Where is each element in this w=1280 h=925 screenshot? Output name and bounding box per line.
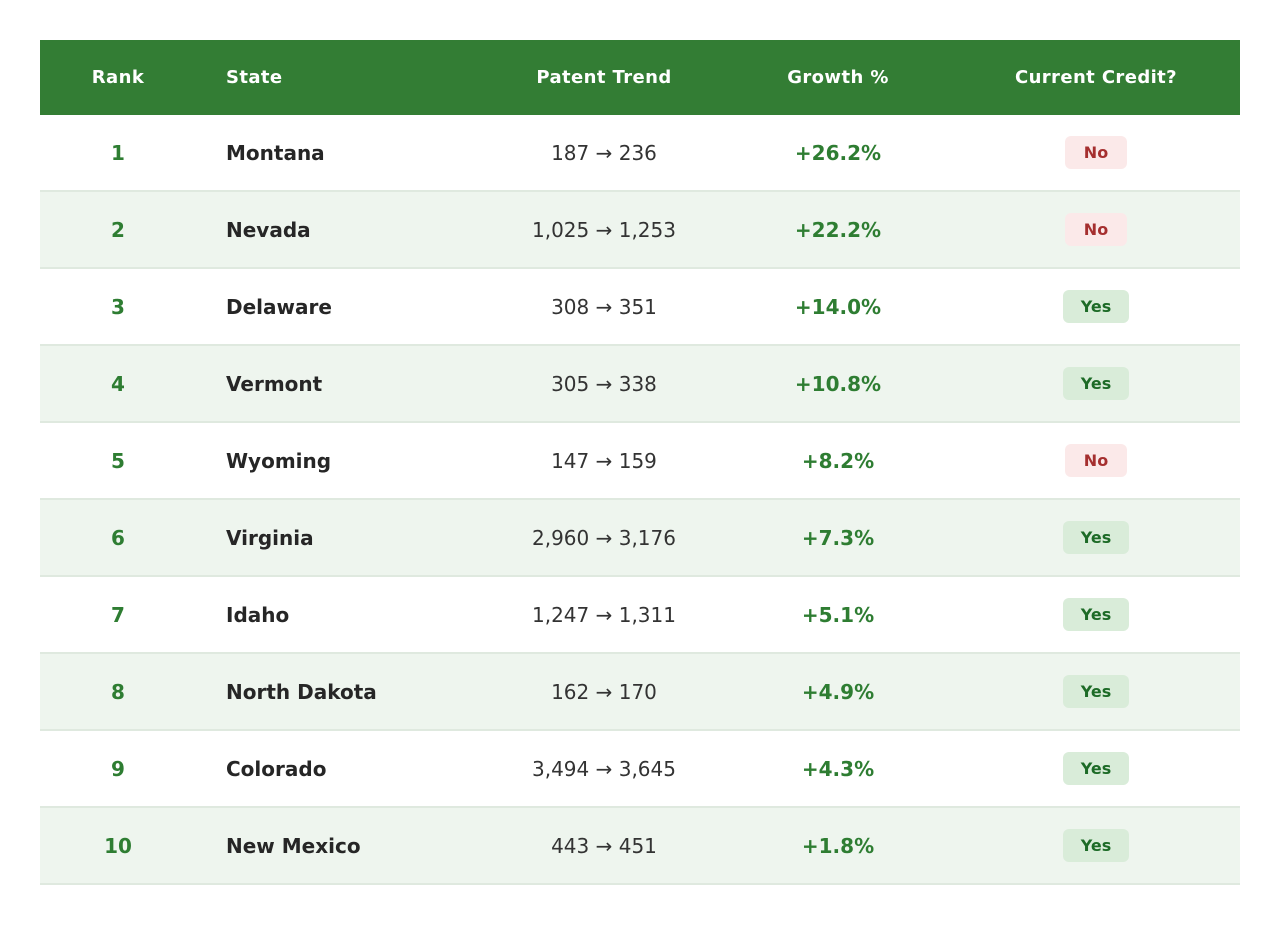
table-row: 1 Montana 187 → 236 +26.2% No xyxy=(40,115,1240,191)
table-header-row: Rank State Patent Trend Growth % Current Cre… xyxy=(40,40,1240,115)
state-cell: Montana xyxy=(226,140,325,165)
trend-cell: 308 → 351 xyxy=(551,294,657,319)
rank-cell: 5 xyxy=(111,448,125,473)
credit-cell: Yes xyxy=(952,345,1240,422)
state-cell: Vermont xyxy=(226,371,323,396)
rank-cell: 6 xyxy=(111,525,125,550)
credit-cell: No xyxy=(952,422,1240,499)
state-cell: Idaho xyxy=(226,602,290,627)
credit-cell: Yes xyxy=(952,499,1240,576)
state-cell: Colorado xyxy=(226,756,327,781)
table-row: 8 North Dakota 162 → 170 +4.9% Yes xyxy=(40,653,1240,730)
column-header-growth: Growth % xyxy=(724,40,952,115)
table-row: 9 Colorado 3,494 → 3,645 +4.3% Yes xyxy=(40,730,1240,807)
state-cell: Virginia xyxy=(226,525,314,550)
column-header-state: State xyxy=(196,40,484,115)
rank-cell: 10 xyxy=(104,833,132,858)
table-row: 4 Vermont 305 → 338 +10.8% Yes xyxy=(40,345,1240,422)
credit-cell: Yes xyxy=(952,730,1240,807)
trend-cell: 2,960 → 3,176 xyxy=(532,525,676,550)
credit-cell: Yes xyxy=(952,268,1240,345)
state-cell: Nevada xyxy=(226,217,311,242)
credit-badge: Yes xyxy=(1062,828,1130,863)
trend-cell: 1,247 → 1,311 xyxy=(532,602,676,627)
trend-cell: 187 → 236 xyxy=(551,140,657,165)
growth-cell: +7.3% xyxy=(801,525,875,550)
trend-cell: 3,494 → 3,645 xyxy=(532,756,676,781)
state-cell: Wyoming xyxy=(226,448,332,473)
growth-cell: +1.8% xyxy=(801,833,875,858)
credit-cell: Yes xyxy=(952,807,1240,884)
growth-cell: +10.8% xyxy=(794,371,882,396)
credit-cell: No xyxy=(952,115,1240,191)
rank-cell: 3 xyxy=(111,294,125,319)
column-header-credit: Current Credit? xyxy=(952,40,1240,115)
credit-badge: Yes xyxy=(1062,366,1130,401)
table-row: 5 Wyoming 147 → 159 +8.2% No xyxy=(40,422,1240,499)
rank-cell: 4 xyxy=(111,371,125,396)
state-cell: Delaware xyxy=(226,294,332,319)
table-body: 1 Montana 187 → 236 +26.2% No 2 Nevada 1,025 → … xyxy=(40,115,1240,884)
trend-cell: 443 → 451 xyxy=(551,833,657,858)
table-header: Rank State Patent Trend Growth % Current Cre… xyxy=(40,40,1240,115)
state-cell: North Dakota xyxy=(226,679,377,704)
rank-cell: 8 xyxy=(111,679,125,704)
credit-cell: No xyxy=(952,191,1240,268)
table-row: 7 Idaho 1,247 → 1,311 +5.1% Yes xyxy=(40,576,1240,653)
rank-cell: 9 xyxy=(111,756,125,781)
trend-cell: 147 → 159 xyxy=(551,448,657,473)
credit-badge: Yes xyxy=(1062,289,1130,324)
growth-cell: +22.2% xyxy=(794,217,882,242)
rank-cell: 2 xyxy=(111,217,125,242)
growth-cell: +26.2% xyxy=(794,140,882,165)
table-row: 2 Nevada 1,025 → 1,253 +22.2% No xyxy=(40,191,1240,268)
credit-badge: Yes xyxy=(1062,597,1130,632)
growth-cell: +4.3% xyxy=(801,756,875,781)
credit-badge: No xyxy=(1065,212,1127,247)
trend-cell: 305 → 338 xyxy=(551,371,657,396)
credit-badge: Yes xyxy=(1062,751,1130,786)
credit-badge: No xyxy=(1065,135,1127,170)
credit-badge: Yes xyxy=(1062,520,1130,555)
table-row: 10 New Mexico 443 → 451 +1.8% Yes xyxy=(40,807,1240,884)
credit-badge: No xyxy=(1065,443,1127,478)
growth-cell: +4.9% xyxy=(801,679,875,704)
state-patent-ranking-table: Rank State Patent Trend Growth % Current Cre… xyxy=(40,40,1240,885)
growth-cell: +5.1% xyxy=(801,602,875,627)
rank-cell: 7 xyxy=(111,602,125,627)
growth-cell: +8.2% xyxy=(801,448,875,473)
rank-cell: 1 xyxy=(111,140,125,165)
state-cell: New Mexico xyxy=(226,833,361,858)
credit-cell: Yes xyxy=(952,576,1240,653)
credit-badge: Yes xyxy=(1062,674,1130,709)
trend-cell: 1,025 → 1,253 xyxy=(532,217,676,242)
trend-cell: 162 → 170 xyxy=(551,679,657,704)
credit-cell: Yes xyxy=(952,653,1240,730)
table-row: 6 Virginia 2,960 → 3,176 +7.3% Yes xyxy=(40,499,1240,576)
column-header-rank: Rank xyxy=(40,40,196,115)
table-row: 3 Delaware 308 → 351 +14.0% Yes xyxy=(40,268,1240,345)
growth-cell: +14.0% xyxy=(794,294,882,319)
column-header-trend: Patent Trend xyxy=(484,40,724,115)
